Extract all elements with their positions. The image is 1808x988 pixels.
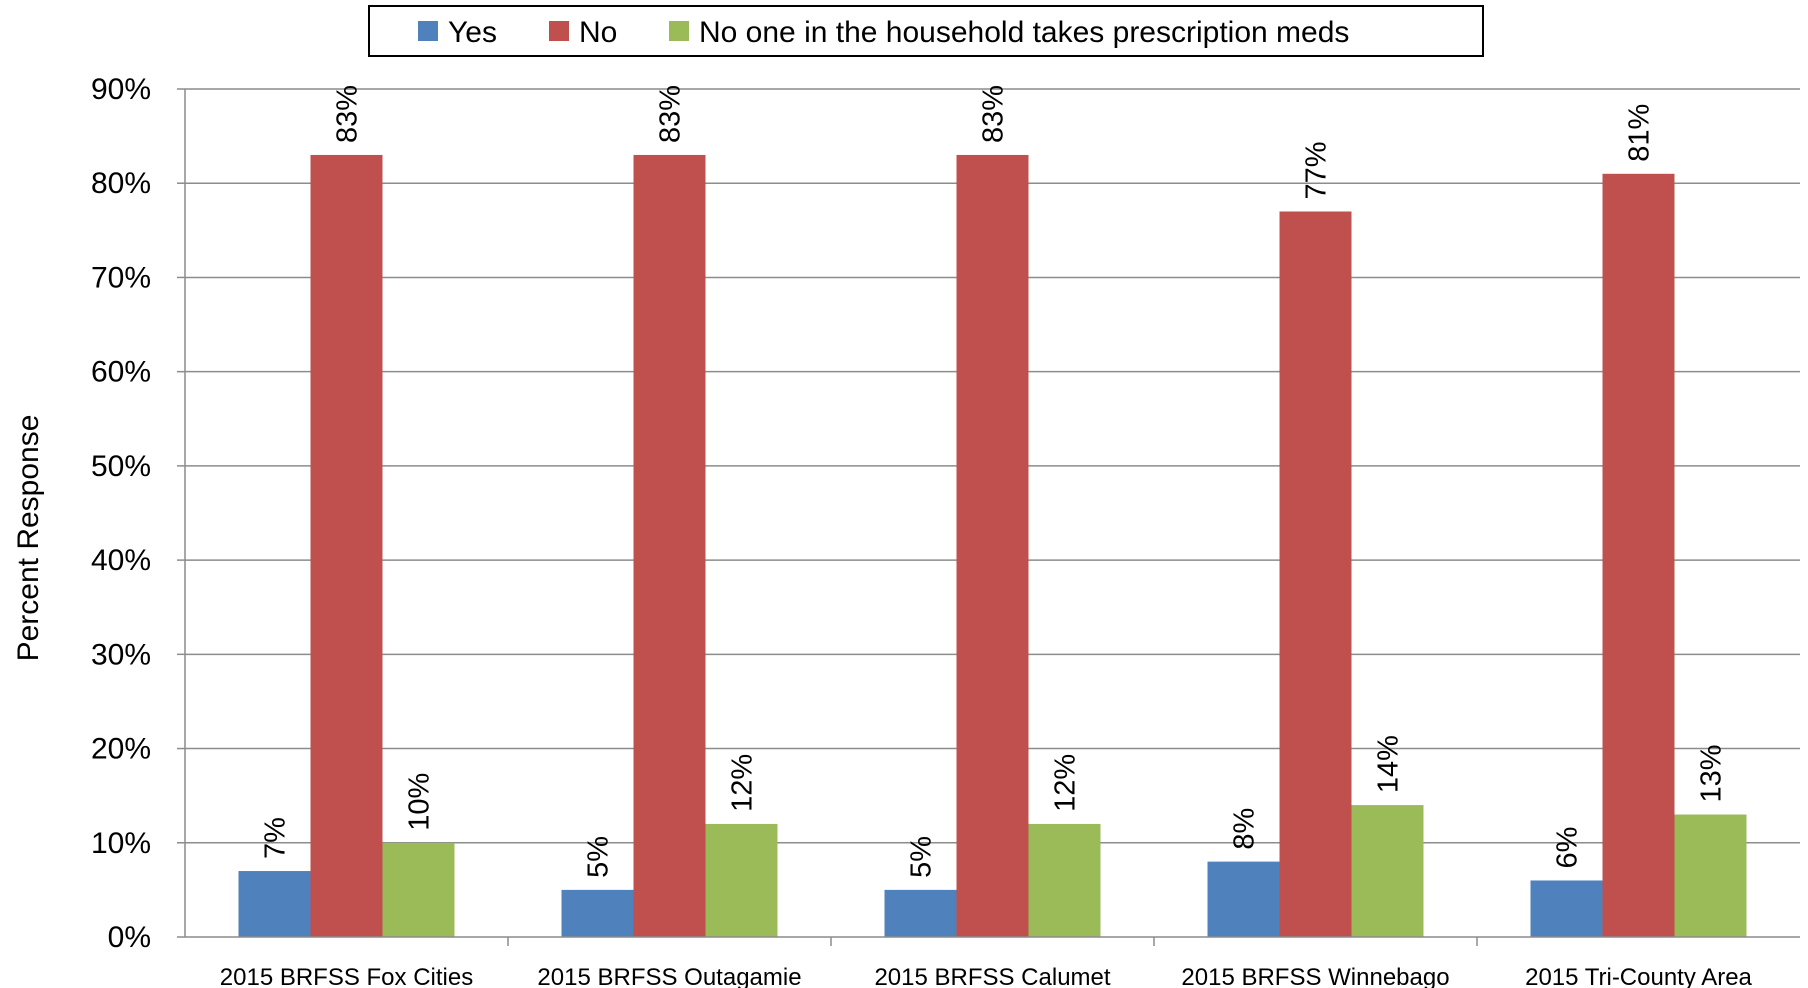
data-label: 83%	[655, 85, 687, 143]
legend-label: No one in the household takes prescripti…	[699, 16, 1349, 49]
data-label: 6%	[1552, 827, 1584, 869]
legend-swatch	[418, 21, 438, 41]
data-label: 5%	[583, 836, 615, 878]
data-label: 81%	[1624, 104, 1656, 162]
data-label: 83%	[332, 85, 364, 143]
bar	[382, 842, 455, 937]
data-label: 12%	[1050, 754, 1082, 812]
data-label: 7%	[260, 817, 292, 859]
x-category-label: 2015 Tri-County Area	[1525, 964, 1752, 988]
y-tick-label: 0%	[108, 921, 151, 954]
bar	[884, 889, 957, 937]
x-category-label: 2015 BRFSS Outagamie	[537, 964, 801, 988]
data-label: 12%	[727, 754, 759, 812]
data-labels: 7% 83% 10% 5% 83% 12% 5% 83% 12% 8% 77% 14% 6% 81% 13%	[260, 85, 1728, 878]
data-label: 83%	[978, 85, 1010, 143]
x-category-label: 2015 BRFSS Winnebago	[1181, 964, 1449, 988]
legend: Yes No No one in the household takes presc…	[368, 5, 1484, 57]
x-axis-categories: 2015 BRFSS Fox Cities 2015 BRFSS Outagami…	[220, 937, 1753, 988]
y-tick-label: 50%	[91, 450, 151, 483]
bar	[633, 154, 706, 937]
data-label: 14%	[1373, 735, 1405, 793]
y-tick-label: 10%	[91, 827, 151, 860]
bar	[238, 871, 311, 937]
bar	[310, 154, 383, 937]
y-tick-label: 90%	[91, 73, 151, 106]
data-label: 8%	[1229, 808, 1261, 850]
y-tick-label: 20%	[91, 733, 151, 766]
bar	[1279, 211, 1352, 937]
y-axis-ticks: 0% 10% 20% 30% 40% 50% 60% 70% 80% 90%	[91, 73, 185, 954]
bar	[956, 154, 1029, 937]
data-label: 5%	[906, 836, 938, 878]
bar	[1602, 173, 1675, 938]
data-label: 77%	[1301, 141, 1333, 199]
bar	[561, 889, 634, 937]
legend-swatch	[669, 21, 689, 41]
bar	[1674, 814, 1747, 937]
bar	[1351, 805, 1424, 937]
y-tick-label: 30%	[91, 638, 151, 671]
y-tick-label: 40%	[91, 544, 151, 577]
x-category-label: 2015 BRFSS Calumet	[874, 964, 1110, 988]
y-tick-label: 80%	[91, 167, 151, 200]
x-category-label: 2015 BRFSS Fox Cities	[220, 964, 473, 988]
bar	[1530, 880, 1603, 937]
bars	[238, 154, 1747, 938]
y-axis-label: Percent Response	[12, 415, 45, 662]
bar	[1028, 823, 1101, 937]
legend-label: Yes	[448, 16, 497, 49]
bar	[705, 823, 778, 937]
data-label: 13%	[1696, 744, 1728, 802]
legend-swatch	[549, 21, 569, 41]
y-tick-label: 60%	[91, 356, 151, 389]
y-tick-label: 70%	[91, 261, 151, 294]
legend-label: No	[579, 16, 617, 49]
bar	[1207, 861, 1280, 937]
data-label: 10%	[404, 773, 436, 831]
